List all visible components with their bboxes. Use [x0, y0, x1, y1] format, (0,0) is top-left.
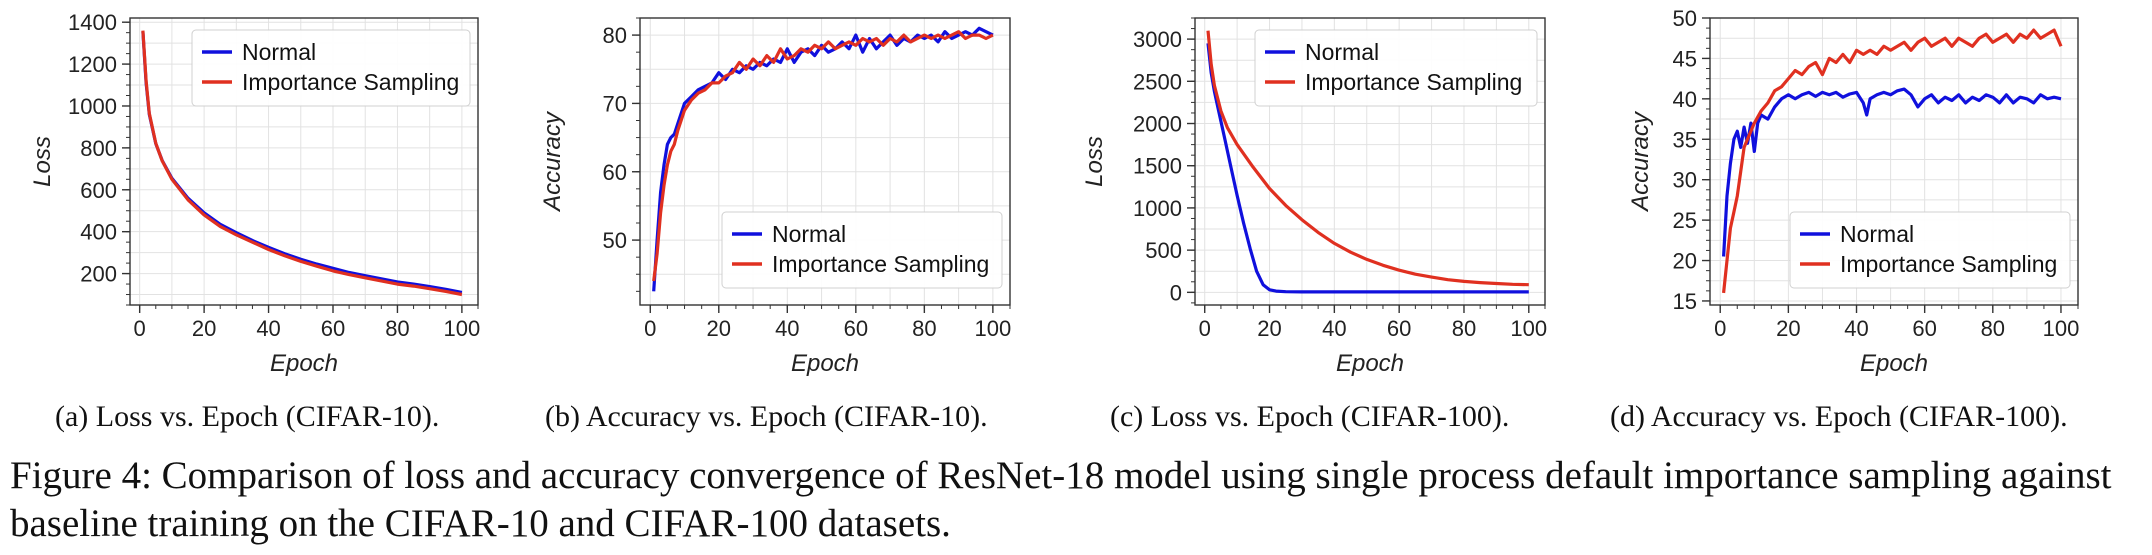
y-tick-label: 40	[1673, 87, 1697, 112]
legend-entry: Importance Sampling	[772, 251, 989, 277]
y-tick-label: 1500	[1133, 154, 1182, 179]
legend-entry: Importance Sampling	[242, 69, 459, 95]
plot-frame	[1194, 17, 1546, 306]
x-tick-label: 60	[321, 316, 345, 341]
x-tick-label: 0	[1199, 316, 1211, 341]
y-tick-label: 70	[603, 91, 627, 116]
legend-box	[1789, 211, 2071, 289]
x-axis-label: Epoch	[1860, 350, 1928, 377]
y-tick-label: 50	[603, 228, 627, 253]
legend-box	[1254, 29, 1538, 107]
y-tick-label: 60	[603, 160, 627, 185]
x-tick-label: 100	[2043, 316, 2080, 341]
series-line-importance-sampling	[1722, 28, 2063, 294]
y-tick-label: 800	[80, 136, 117, 161]
x-tick-label: 40	[256, 316, 280, 341]
y-tick-label: 15	[1673, 289, 1697, 314]
chart-panel-d: 0 20 40 60 80 100 15 20 25 30 35 40 45 50 Epoch Accurac…	[1627, 6, 2079, 377]
x-tick-label: 100	[444, 316, 481, 341]
x-tick-label: 80	[912, 316, 936, 341]
y-axis-label: Accuracy	[1627, 110, 1654, 213]
legend-entry: Importance Sampling	[1840, 251, 2057, 277]
legend-box	[721, 211, 1003, 289]
series-line-importance-sampling	[1206, 30, 1529, 287]
y-tick-label: 80	[603, 23, 627, 48]
x-tick-label: 80	[1981, 316, 2005, 341]
series-line-importance-sampling	[141, 30, 463, 297]
legend: Normal Importance Sampling	[1789, 211, 2071, 289]
y-tick-label: 1200	[68, 52, 117, 77]
x-tick-label: 40	[775, 316, 799, 341]
legend-entry: Normal	[772, 221, 846, 247]
x-tick-label: 20	[192, 316, 216, 341]
plot-frame	[1709, 17, 2079, 306]
legend-entry: Normal	[242, 39, 316, 65]
legend: Normal Importance Sampling	[1254, 29, 1538, 107]
y-axis-label: Loss	[29, 136, 56, 187]
plot-frame	[639, 17, 1011, 306]
y-tick-label: 400	[80, 220, 117, 245]
subfigure-caption-c: (c) Loss vs. Epoch (CIFAR-100).	[1110, 400, 1510, 433]
subfigure-caption-a: (a) Loss vs. Epoch (CIFAR-10).	[55, 400, 440, 433]
y-axis-label: Accuracy	[539, 110, 566, 213]
y-tick-label: 2500	[1133, 69, 1182, 94]
y-tick-label: 50	[1673, 6, 1697, 31]
x-tick-label: 100	[975, 316, 1012, 341]
y-axis-label: Loss	[1081, 136, 1108, 187]
series-line-normal	[1722, 87, 2062, 257]
y-tick-label: 0	[1170, 280, 1182, 305]
y-tick-label: 30	[1673, 168, 1697, 193]
y-tick-label: 45	[1673, 46, 1697, 71]
x-tick-label: 0	[1714, 316, 1726, 341]
series-line-importance-sampling	[652, 30, 994, 282]
legend: Normal Importance Sampling	[721, 211, 1003, 289]
x-tick-label: 60	[844, 316, 868, 341]
chart-panel-b: 0 20 40 60 80 100 50 60 70 80 Epoch Accuracy Normal I…	[539, 17, 1012, 377]
y-tick-label: 200	[80, 262, 117, 287]
chart-panel-a: 0 20 40 60 80 100 200 400 600 800 1000 1200 1400 Epoc…	[29, 10, 480, 377]
x-axis-label: Epoch	[270, 350, 338, 377]
x-tick-label: 20	[707, 316, 731, 341]
x-tick-label: 20	[1257, 316, 1281, 341]
x-tick-label: 20	[1776, 316, 1800, 341]
legend-box	[191, 29, 471, 107]
y-tick-label: 3000	[1133, 27, 1182, 52]
y-tick-label: 2000	[1133, 112, 1182, 137]
legend-entry: Normal	[1305, 39, 1379, 65]
x-tick-label: 60	[1912, 316, 1936, 341]
y-tick-label: 1000	[1133, 196, 1182, 221]
x-tick-label: 0	[644, 316, 656, 341]
x-tick-label: 60	[1387, 316, 1411, 341]
x-tick-label: 0	[134, 316, 146, 341]
y-tick-label: 1400	[68, 10, 117, 35]
x-axis-label: Epoch	[791, 350, 859, 377]
subfigure-caption-d: (d) Accuracy vs. Epoch (CIFAR-100).	[1610, 400, 2068, 433]
series-line-normal	[1206, 43, 1529, 294]
x-tick-label: 40	[1844, 316, 1868, 341]
legend: Normal Importance Sampling	[191, 29, 471, 107]
x-tick-label: 40	[1322, 316, 1346, 341]
chart-panel-c: 0 20 40 60 80 100050010001500200025003000Epoc…	[1081, 17, 1547, 377]
x-tick-label: 100	[1510, 316, 1547, 341]
y-tick-label: 1000	[68, 94, 117, 119]
x-tick-label: 80	[1452, 316, 1476, 341]
y-tick-label: 20	[1673, 249, 1697, 274]
subfigure-caption-b: (b) Accuracy vs. Epoch (CIFAR-10).	[545, 400, 988, 433]
figure-caption: Figure 4: Comparison of loss and accurac…	[10, 454, 2112, 545]
y-tick-label: 600	[80, 178, 117, 203]
plot-frame	[129, 17, 479, 306]
x-tick-label: 80	[385, 316, 409, 341]
legend-entry: Importance Sampling	[1305, 69, 1522, 95]
y-tick-label: 35	[1673, 127, 1697, 152]
x-axis-label: Epoch	[1336, 350, 1404, 377]
legend-entry: Normal	[1840, 221, 1914, 247]
y-tick-label: 500	[1145, 238, 1182, 263]
y-tick-label: 25	[1673, 208, 1697, 233]
